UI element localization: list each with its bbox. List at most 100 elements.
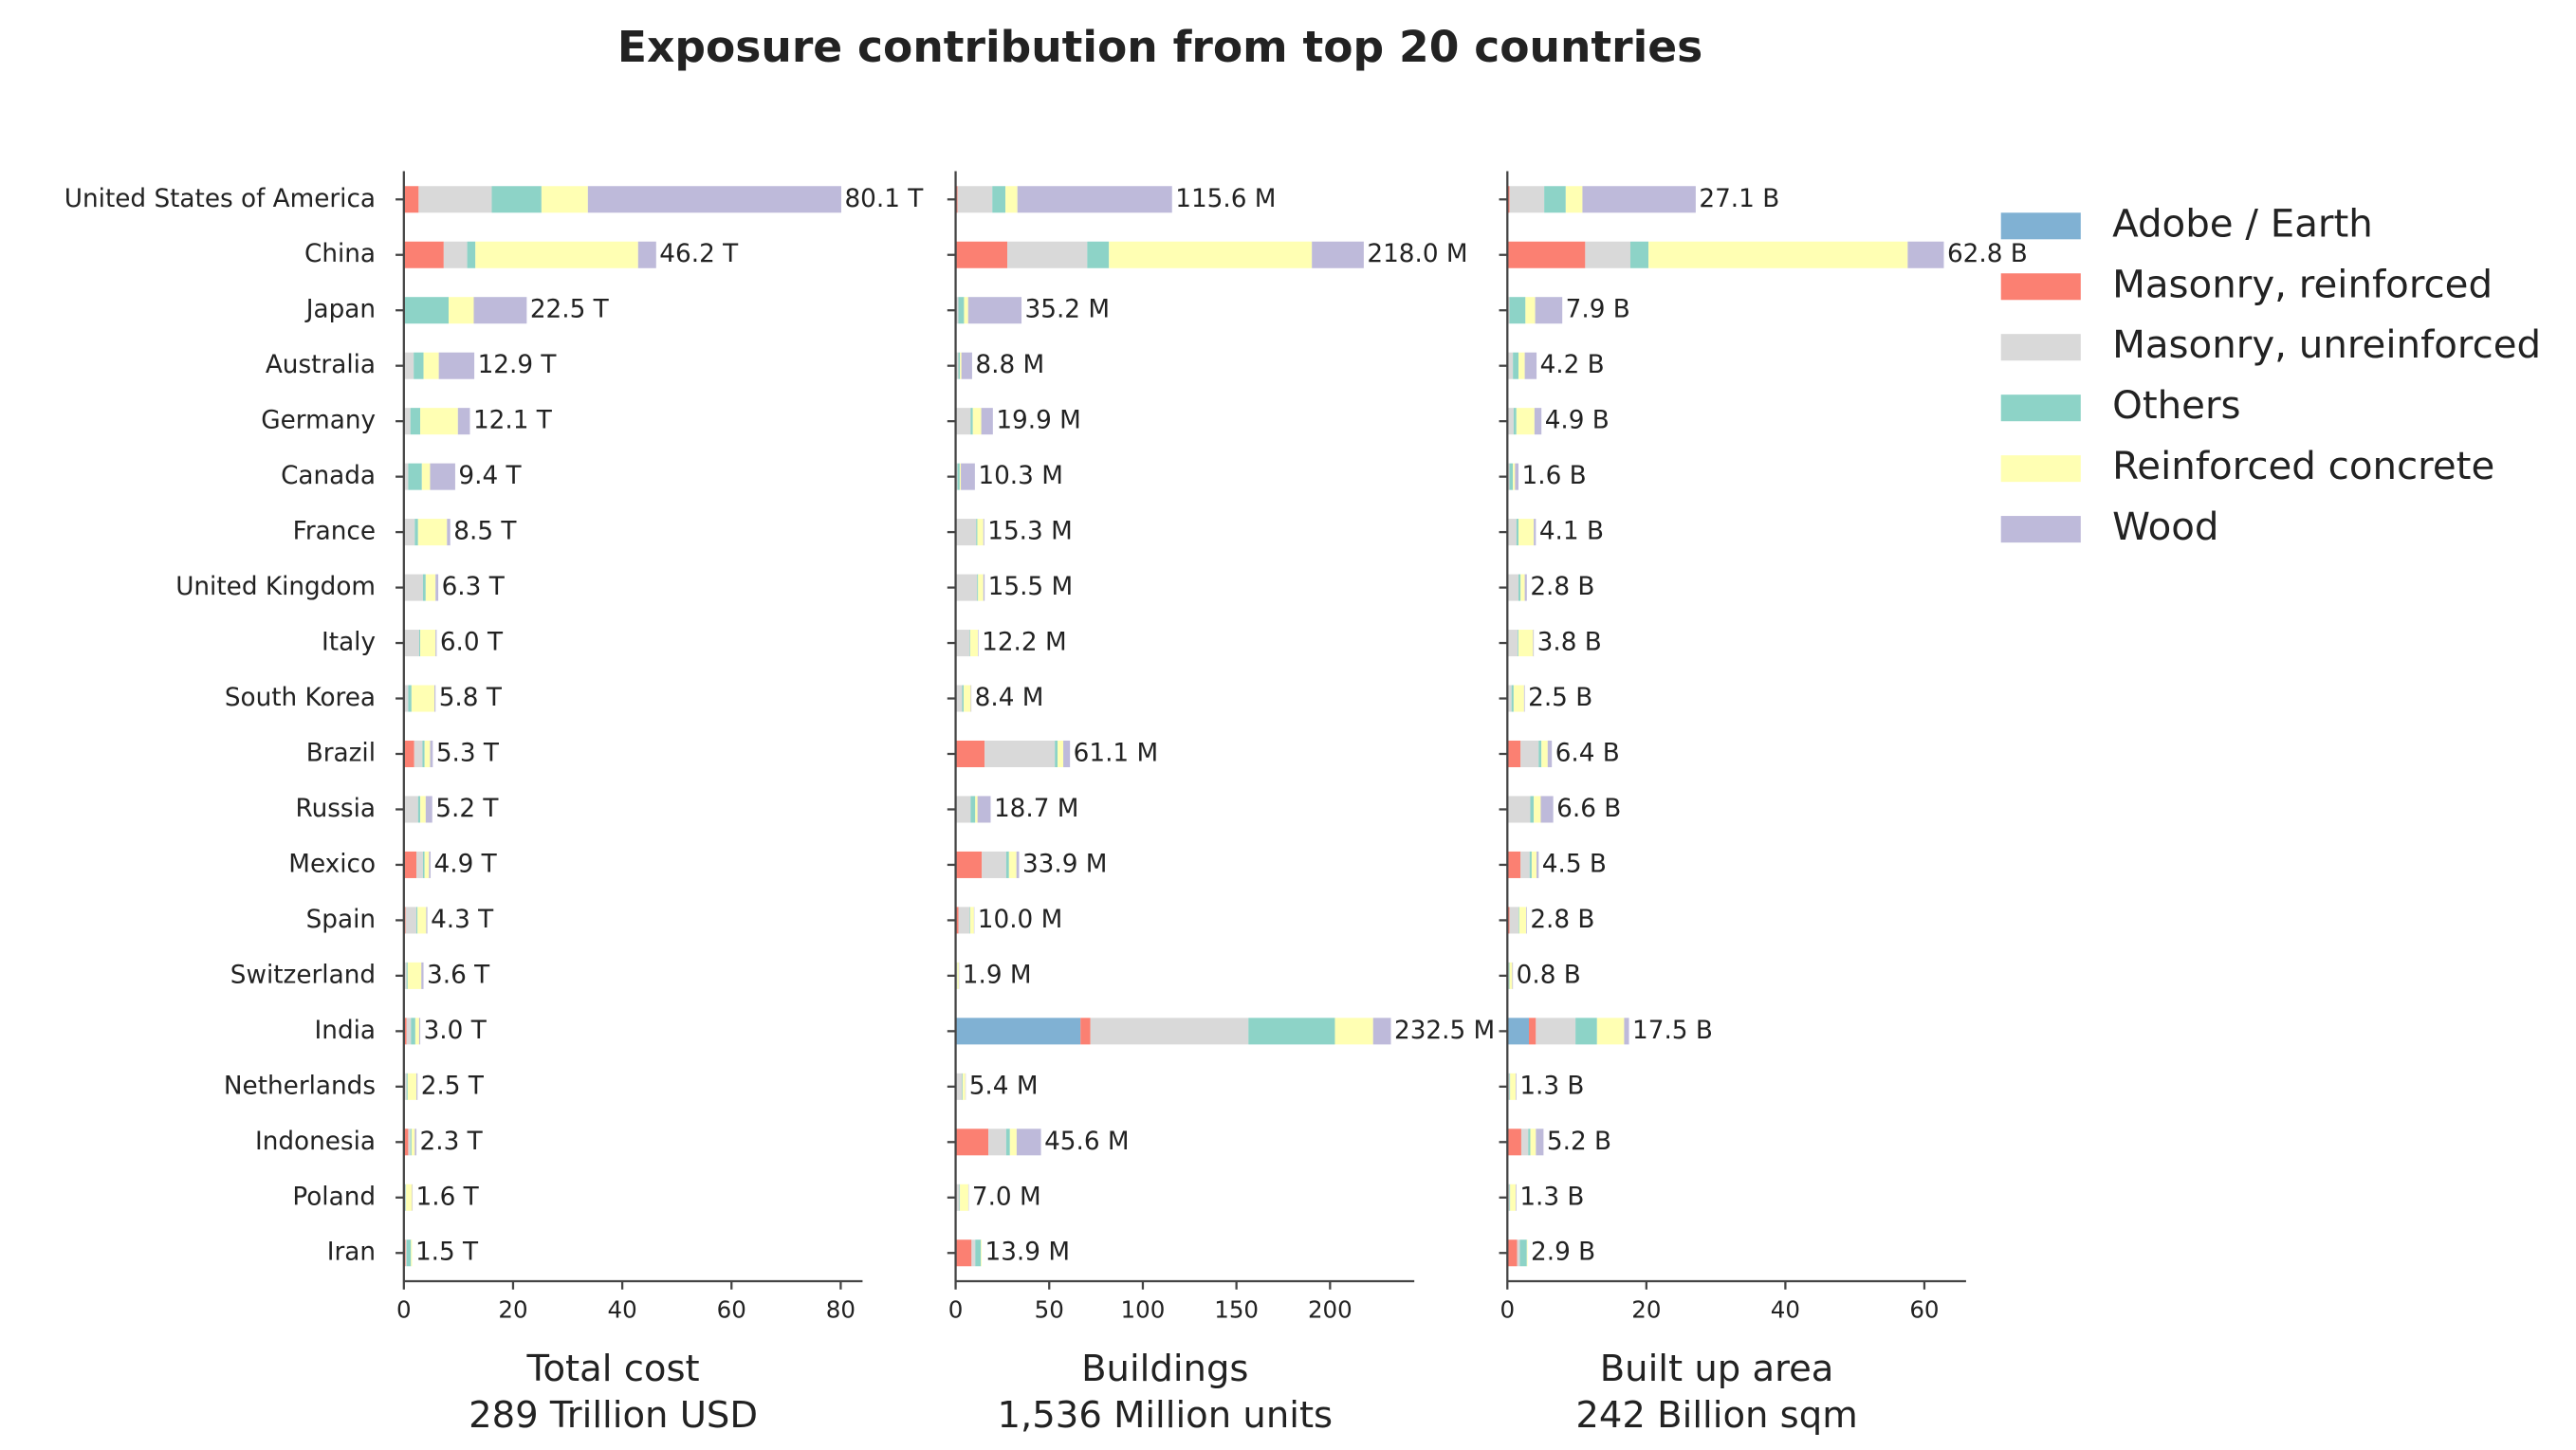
bar-segment — [984, 740, 1056, 768]
total-label: 8.4 M — [975, 684, 1044, 712]
total-label: 1.9 M — [963, 961, 1032, 989]
total-label: 80.1 T — [844, 185, 924, 213]
total-label: 4.1 B — [1539, 518, 1604, 546]
bar-segment — [406, 1239, 412, 1267]
bar-segment — [416, 907, 418, 934]
legend-label: Others — [2112, 383, 2240, 428]
total-label: 35.2 M — [1025, 296, 1111, 324]
bar-segment — [1582, 186, 1696, 213]
x-axis-subtitle: 289 Trillion USD — [469, 1394, 758, 1437]
bar-segment — [1629, 241, 1649, 268]
bar-segment — [1534, 408, 1542, 435]
bar-segment — [1510, 1184, 1517, 1211]
bar-segment — [422, 851, 425, 878]
y-tick-label: United Kingdom — [175, 573, 376, 601]
bar-segment — [1507, 685, 1512, 712]
bar-segment — [421, 463, 431, 490]
x-axis-title: Buildings — [1081, 1348, 1248, 1390]
x-tick-label: 20 — [1631, 1296, 1661, 1324]
total-label: 15.5 M — [988, 573, 1074, 601]
x-axis-title: Total cost — [525, 1348, 699, 1390]
bar-segment — [1515, 463, 1519, 490]
y-tick-label: Indonesia — [255, 1128, 376, 1156]
bar-segment — [467, 241, 476, 268]
total-label: 3.0 T — [424, 1017, 488, 1045]
bar-segment — [1513, 463, 1516, 490]
bar-segment — [1509, 463, 1514, 490]
bar-segment — [1087, 241, 1110, 268]
bar-segment — [955, 1184, 960, 1211]
bar-segment — [1520, 740, 1539, 768]
legend-label: Masonry, reinforced — [2112, 262, 2493, 306]
total-label: 5.2 B — [1547, 1128, 1611, 1156]
bar-segment — [1508, 962, 1510, 989]
bar-segment — [1509, 297, 1526, 324]
total-label: 27.1 B — [1699, 185, 1779, 213]
bar-segment — [1518, 574, 1521, 601]
bar-segment — [407, 962, 422, 989]
bar-segment — [1058, 740, 1064, 768]
bar-segment — [410, 408, 421, 435]
bar-segment — [1507, 796, 1531, 823]
bar-segment — [406, 1073, 408, 1100]
bar-segment — [958, 352, 961, 379]
total-label: 7.0 M — [972, 1183, 1041, 1211]
bar-segment — [410, 1129, 412, 1156]
bar-segment — [475, 241, 638, 268]
bar-segment — [1530, 796, 1535, 823]
bar-segment — [1090, 1018, 1249, 1045]
total-label: 4.9 T — [434, 850, 498, 878]
bar-segment — [1055, 740, 1058, 768]
bar-segment — [1510, 1073, 1517, 1100]
total-label: 13.9 M — [984, 1239, 1070, 1267]
bar-segment — [1518, 907, 1519, 934]
bar-segment — [1509, 907, 1519, 934]
bar-segment — [958, 907, 970, 934]
total-label: 62.8 B — [1947, 240, 2028, 268]
bar-segment — [405, 1239, 407, 1267]
bar-segment — [429, 851, 432, 878]
bar-segment — [417, 519, 448, 546]
total-label: 10.0 M — [978, 906, 1063, 934]
bar-segment — [1005, 1129, 1010, 1156]
bar-segment — [403, 962, 407, 989]
total-label: 17.5 B — [1632, 1017, 1713, 1045]
total-label: 61.1 M — [1074, 739, 1159, 767]
total-label: 6.3 T — [442, 573, 506, 601]
bar-segment — [1575, 1018, 1597, 1045]
bar-segment — [425, 796, 432, 823]
bar-segment — [473, 297, 527, 324]
bar-segment — [1109, 241, 1313, 268]
bar-segment — [969, 907, 970, 934]
bar-segment — [1544, 186, 1566, 213]
total-label: 4.2 B — [1540, 351, 1605, 379]
bar-segment — [1509, 962, 1513, 989]
bar-segment — [1517, 1239, 1520, 1267]
bar-segment — [964, 685, 971, 712]
total-label: 2.8 B — [1530, 906, 1594, 934]
bar-segment — [411, 1018, 415, 1045]
bar-segment — [403, 574, 423, 601]
bar-segment — [1507, 1239, 1518, 1267]
legend-label: Wood — [2112, 505, 2218, 549]
bar-segment — [1525, 297, 1536, 324]
legend-swatch — [2000, 334, 2081, 361]
bar-segment — [414, 352, 424, 379]
bar-segment — [411, 1239, 413, 1267]
bar-segment — [1513, 408, 1517, 435]
bar-segment — [403, 630, 419, 657]
y-tick-label: India — [315, 1017, 376, 1045]
y-tick-label: Iran — [327, 1239, 376, 1267]
bar-segment — [1518, 519, 1535, 546]
y-tick-label: Netherlands — [224, 1072, 376, 1100]
bar-segment — [958, 297, 965, 324]
bar-segment — [443, 241, 468, 268]
bar-segment — [405, 907, 417, 934]
y-tick-label: Canada — [281, 462, 376, 490]
bar-segment — [637, 241, 656, 268]
bar-segment — [417, 796, 421, 823]
bar-segment — [1535, 297, 1563, 324]
bar-segment — [403, 740, 414, 768]
bar-segment — [411, 1129, 415, 1156]
bar-segment — [1513, 685, 1524, 712]
